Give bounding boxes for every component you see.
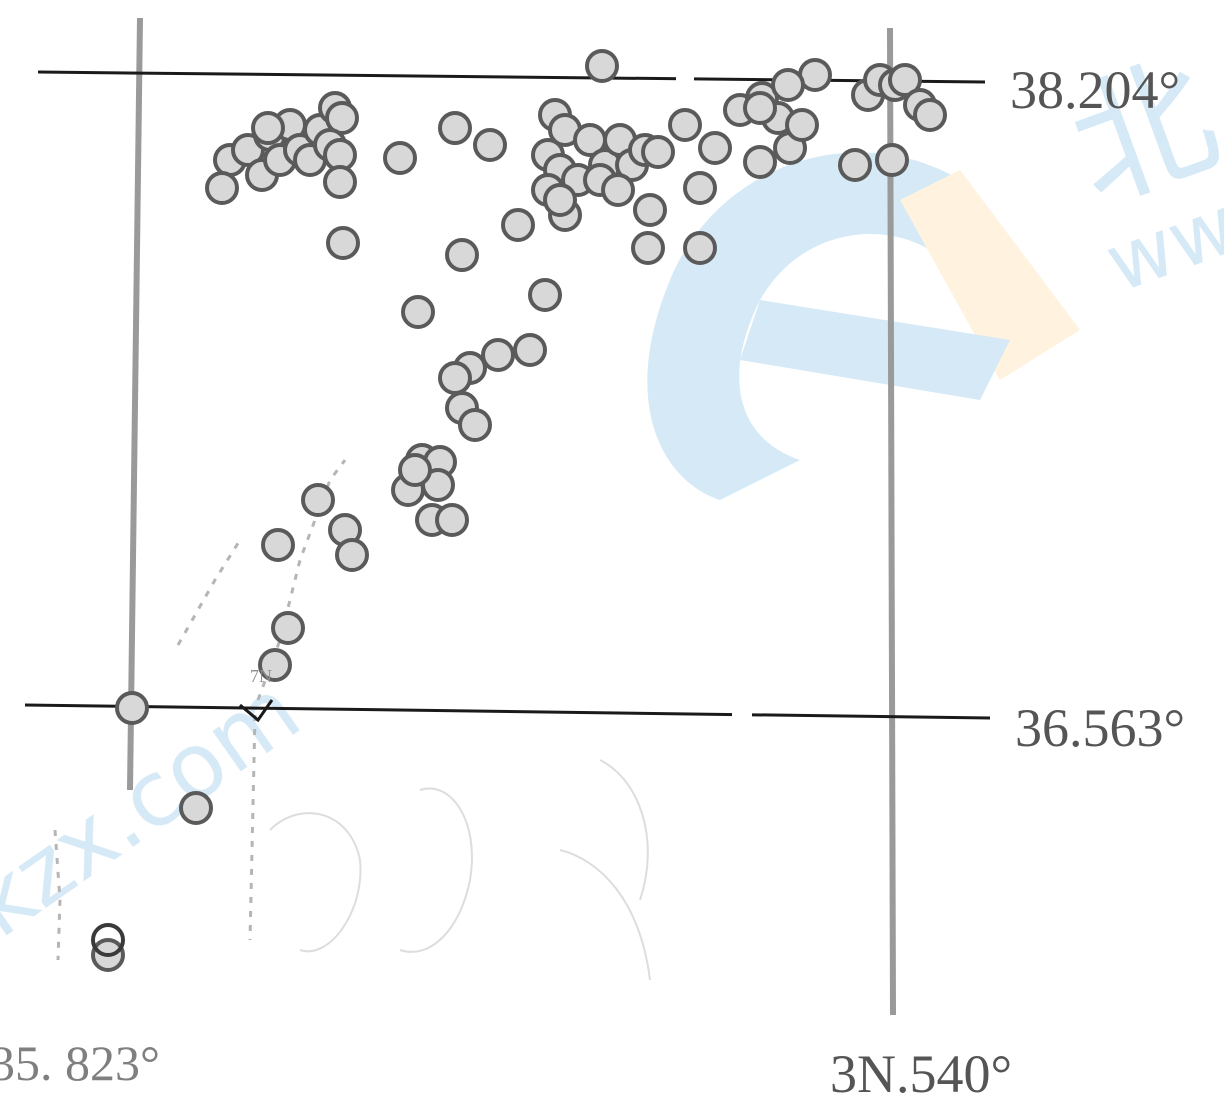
marker-group (91, 49, 947, 972)
marker-circle (641, 135, 675, 169)
marker-circle (513, 333, 547, 367)
marker-circle (601, 173, 635, 207)
marker-circle (501, 208, 535, 242)
marker-circle (326, 226, 360, 260)
marker-circle (438, 361, 472, 395)
horizontal-line-bottom (24, 703, 991, 720)
marker-circle (261, 528, 295, 562)
marker-circle (301, 483, 335, 517)
marker-circle (743, 145, 777, 179)
marker-circle (383, 141, 417, 175)
label-lat-top: 38.204° (1010, 60, 1180, 120)
vertical-line-right (887, 27, 896, 1016)
marker-circle (585, 49, 619, 83)
marker-circle (888, 63, 922, 97)
marker-circle (543, 183, 577, 217)
marker-circle (838, 148, 872, 182)
marker-circle (528, 278, 562, 312)
marker-circle (323, 165, 357, 199)
watermark-logo-c (647, 152, 960, 500)
marker-circle (683, 171, 717, 205)
arrow-mark (239, 699, 274, 723)
marker-circle (633, 193, 667, 227)
label-lon-right: 3N.540° (830, 1044, 1012, 1104)
sketch-4 (559, 849, 651, 981)
marker-circle (271, 611, 305, 645)
marker-circle (771, 68, 805, 102)
marker-circle (398, 453, 432, 487)
marker-circle (785, 108, 819, 142)
marker-circle (179, 791, 213, 825)
dashed-line-1 (248, 714, 257, 941)
marker-circle (698, 131, 732, 165)
sketch-3 (599, 759, 649, 901)
marker-circle (115, 691, 149, 725)
watermark-logo-k (900, 170, 1080, 380)
marker-circle (251, 111, 285, 145)
marker-circle (913, 98, 947, 132)
marker-circle (631, 231, 665, 265)
label-lat-bottom: 36.563° (1015, 698, 1185, 758)
small-mark-label: 7N (250, 666, 272, 686)
sketch-1 (269, 812, 362, 953)
dashed-line-3 (176, 539, 242, 646)
marker-circle (481, 338, 515, 372)
watermark-logo-k-arm (740, 300, 1010, 400)
vertical-line-left (127, 17, 143, 791)
marker-circle (875, 143, 909, 177)
marker-circle (473, 128, 507, 162)
marker-circle (205, 171, 239, 205)
marker-circle (445, 238, 479, 272)
horizontal-line-top (37, 70, 986, 84)
label-lon-left: 35. 823° (0, 1035, 160, 1091)
sketch-2 (399, 787, 473, 953)
marker-circle (743, 91, 777, 125)
marker-circle (258, 648, 292, 682)
marker-circle (438, 111, 472, 145)
marker-circle-stacked (91, 923, 125, 957)
marker-circle (401, 295, 435, 329)
faint-sketch (269, 759, 651, 981)
marker-circle (683, 231, 717, 265)
dashed-line-4 (53, 829, 62, 961)
marker-circle (668, 108, 702, 142)
marker-circle (335, 538, 369, 572)
marker-circle (435, 503, 469, 537)
frame (24, 17, 991, 1016)
marker-circle (458, 408, 492, 442)
